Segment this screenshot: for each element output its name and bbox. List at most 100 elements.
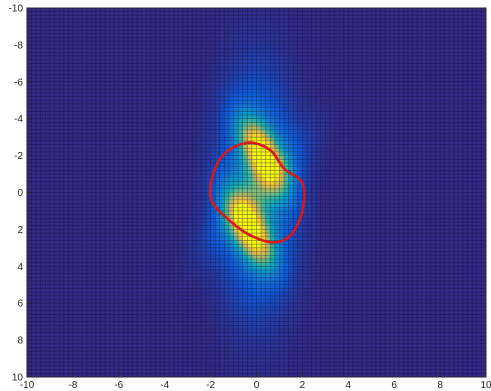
- heatmap-cell: [316, 118, 322, 123]
- heatmap-cell: [173, 133, 179, 138]
- heatmap-cell: [270, 48, 276, 53]
- heatmap-cell: [123, 8, 129, 13]
- heatmap-cell: [63, 137, 69, 142]
- heatmap-cell: [141, 52, 147, 57]
- heatmap-cell: [334, 188, 340, 193]
- heatmap-cell: [389, 148, 395, 153]
- heatmap-cell: [430, 22, 436, 27]
- heatmap-cell: [63, 15, 69, 20]
- heatmap-cell: [150, 107, 156, 112]
- heatmap-cell: [233, 151, 239, 156]
- heatmap-cell: [63, 144, 69, 149]
- heatmap-cell: [164, 148, 170, 153]
- heatmap-cell: [467, 151, 473, 156]
- heatmap-cell: [169, 159, 175, 164]
- heatmap-cell: [334, 74, 340, 79]
- heatmap-cell: [86, 162, 92, 168]
- heatmap-cell: [394, 85, 400, 90]
- heatmap-cell: [59, 44, 65, 49]
- heatmap-cell: [320, 151, 326, 156]
- heatmap-cell: [389, 44, 395, 49]
- heatmap-cell: [316, 96, 322, 101]
- heatmap-cell: [150, 89, 156, 94]
- heatmap-cell: [348, 126, 354, 131]
- heatmap-cell: [270, 170, 276, 175]
- heatmap-cell: [444, 170, 450, 175]
- heatmap-cell: [385, 118, 390, 123]
- heatmap-cell: [155, 8, 161, 13]
- heatmap-cell: [453, 89, 459, 94]
- heatmap-cell: [352, 151, 358, 156]
- heatmap-cell: [334, 26, 340, 31]
- heatmap-cell: [444, 100, 450, 105]
- heatmap-cell: [389, 129, 395, 134]
- heatmap-cell: [357, 144, 363, 149]
- heatmap-cell: [357, 103, 363, 108]
- heatmap-cell: [270, 41, 276, 46]
- heatmap-cell: [132, 11, 138, 16]
- heatmap-cell: [352, 144, 358, 149]
- heatmap-cell: [109, 140, 115, 145]
- heatmap-cell: [127, 96, 133, 101]
- heatmap-cell: [49, 89, 55, 94]
- heatmap-cell: [178, 115, 184, 120]
- heatmap-cell: [343, 78, 349, 83]
- heatmap-cell: [63, 48, 69, 53]
- heatmap-cell: [109, 85, 115, 90]
- heatmap-cell: [348, 63, 354, 68]
- heatmap-cell: [435, 96, 441, 101]
- heatmap-cell: [196, 140, 202, 145]
- heatmap-cell: [77, 81, 83, 86]
- heatmap-cell: [77, 63, 83, 68]
- heatmap-cell: [449, 52, 455, 57]
- heatmap-cell: [183, 48, 188, 53]
- heatmap-cell: [155, 59, 161, 64]
- heatmap-cell: [228, 85, 234, 90]
- heatmap-cell: [371, 96, 377, 101]
- heatmap-cell: [155, 177, 161, 182]
- heatmap-cell: [329, 188, 335, 193]
- heatmap-cell: [449, 55, 455, 61]
- heatmap-cell: [238, 174, 244, 179]
- heatmap-cell: [45, 166, 51, 171]
- heatmap-cell: [394, 148, 400, 153]
- heatmap-cell: [453, 151, 459, 156]
- heatmap-cell: [297, 44, 303, 49]
- heatmap-cell: [421, 26, 427, 31]
- heatmap-cell: [444, 81, 450, 86]
- heatmap-cell: [316, 78, 322, 83]
- heatmap-cell: [36, 166, 42, 171]
- heatmap-cell: [36, 185, 42, 190]
- heatmap-cell: [91, 174, 97, 179]
- heatmap-cell: [224, 48, 230, 53]
- heatmap-cell: [86, 48, 92, 53]
- heatmap-cell: [100, 70, 106, 75]
- heatmap-cell: [100, 151, 106, 156]
- heatmap-cell: [31, 41, 37, 46]
- heatmap-cell: [72, 188, 78, 193]
- heatmap-cell: [95, 107, 101, 112]
- heatmap-cell: [435, 55, 441, 61]
- heatmap-cell: [118, 111, 124, 116]
- heatmap-cell: [375, 103, 381, 108]
- heatmap-cell: [59, 63, 65, 68]
- heatmap-cell: [412, 144, 418, 149]
- heatmap-cell: [389, 74, 395, 79]
- heatmap-cell: [297, 8, 303, 13]
- heatmap-cell: [215, 111, 221, 116]
- heatmap-cell: [467, 148, 473, 153]
- heatmap-cell: [311, 166, 317, 171]
- heatmap-cell: [164, 92, 170, 97]
- heatmap-cell: [339, 185, 345, 190]
- heatmap-cell: [371, 155, 377, 160]
- heatmap-cell: [366, 33, 372, 38]
- heatmap-cell: [242, 26, 248, 31]
- heatmap-cell: [472, 78, 478, 83]
- heatmap-cell: [279, 15, 285, 20]
- heatmap-cell: [169, 15, 175, 20]
- heatmap-cell: [348, 15, 354, 20]
- heatmap-cell: [403, 92, 409, 97]
- heatmap-cell: [68, 115, 74, 120]
- heatmap-cell: [403, 55, 409, 61]
- heatmap-cell: [467, 107, 473, 112]
